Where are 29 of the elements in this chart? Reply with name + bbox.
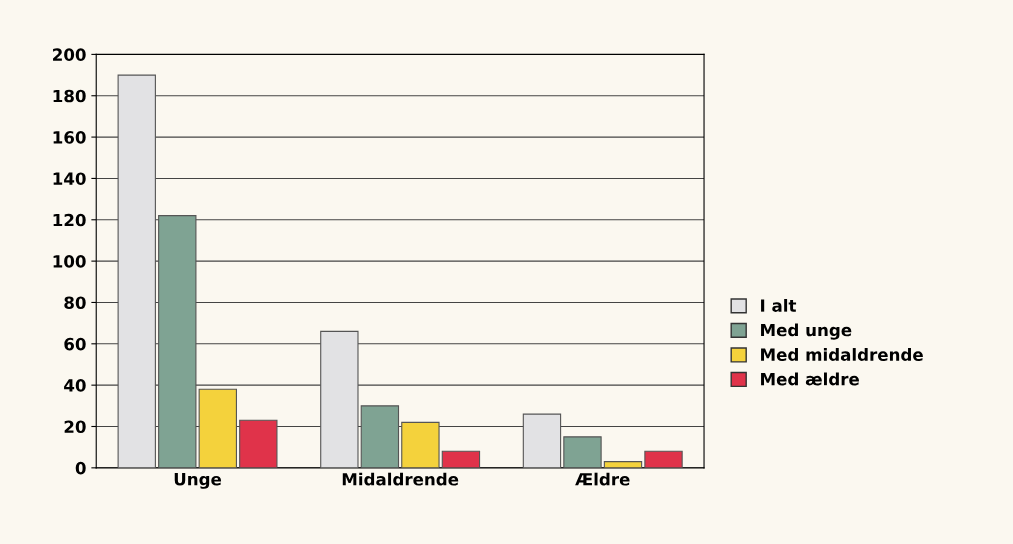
bar [644, 450, 683, 468]
x-tick-label: Unge [174, 473, 222, 489]
x-tick-label: Ældre [575, 472, 630, 486]
bar [401, 421, 440, 468]
bar [320, 330, 359, 468]
y-tick-label: 0 [75, 461, 86, 475]
y-tick-label: 160 [53, 131, 86, 144]
legend-label: I alt [761, 298, 797, 312]
bar [239, 419, 278, 468]
y-tick-label: 100 [53, 255, 86, 268]
legend-label: Med ældre [761, 372, 859, 386]
legend-label: Med unge [761, 323, 852, 340]
bar [198, 388, 237, 468]
x-tick-label: Midaldrende [342, 472, 459, 486]
y-tick-label: 140 [53, 172, 86, 185]
y-tick-label: 40 [64, 379, 86, 392]
y-tick-label: 80 [64, 296, 86, 310]
bar [158, 215, 197, 468]
bar [441, 450, 481, 468]
legend-label: Med midaldrende [761, 348, 923, 361]
bar [360, 405, 400, 468]
y-tick-label: 180 [53, 89, 86, 103]
bar [117, 74, 156, 468]
y-tick-label: 20 [64, 420, 86, 434]
y-tick-label: 200 [53, 48, 86, 61]
bar [522, 413, 562, 468]
y-tick-label: 60 [64, 337, 86, 351]
bar [563, 436, 602, 468]
y-tick-label: 120 [53, 213, 86, 227]
